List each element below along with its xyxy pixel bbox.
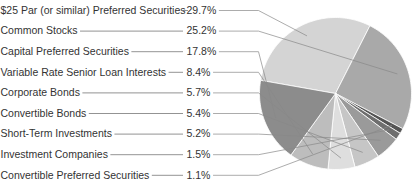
svg-text:17.8%: 17.8%: [187, 45, 217, 57]
svg-text:Short-Term Investments: Short-Term Investments: [1, 127, 112, 139]
svg-text:5.4%: 5.4%: [187, 107, 211, 119]
svg-text:8.4%: 8.4%: [187, 66, 211, 78]
svg-text:25.2%: 25.2%: [187, 24, 217, 36]
svg-text:1.1%: 1.1%: [187, 169, 211, 181]
svg-text:Convertible Bonds: Convertible Bonds: [1, 107, 87, 119]
svg-text:Convertible Preferred Securiti: Convertible Preferred Securities: [1, 169, 150, 181]
svg-text:Common Stocks: Common Stocks: [1, 24, 78, 36]
svg-text:Variable Rate Senior Loan Inte: Variable Rate Senior Loan Interests: [1, 66, 167, 78]
svg-text:Corporate Bonds: Corporate Bonds: [1, 86, 80, 98]
svg-text:1.5%: 1.5%: [187, 148, 211, 160]
svg-text:5.7%: 5.7%: [187, 86, 211, 98]
svg-text:Capital Preferred Securities: Capital Preferred Securities: [1, 45, 129, 57]
svg-text:5.2%: 5.2%: [187, 127, 211, 139]
svg-text:Investment Companies: Investment Companies: [1, 148, 108, 160]
svg-text:29.7%: 29.7%: [187, 4, 217, 16]
svg-text:$25 Par (or similar) Preferred: $25 Par (or similar) Preferred Securitie…: [1, 4, 186, 16]
